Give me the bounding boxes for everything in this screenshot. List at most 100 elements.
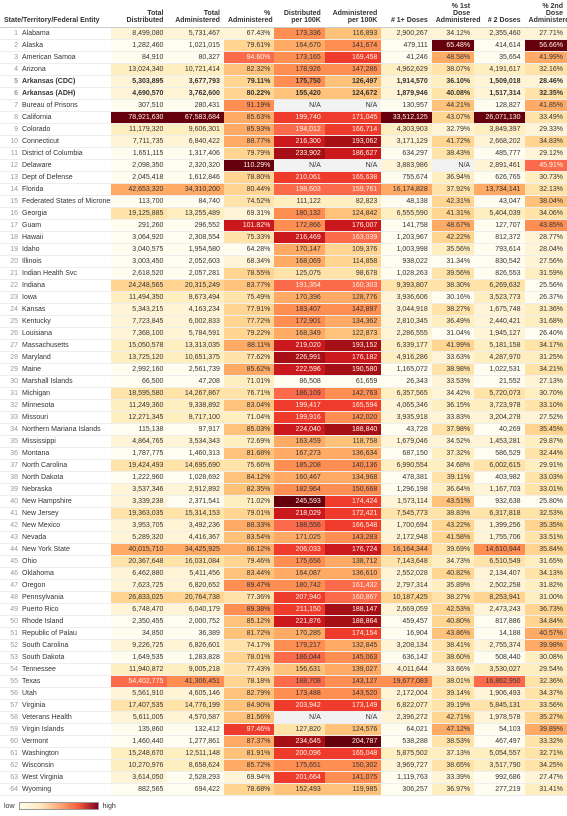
cell-d1: 4,303,903 (381, 124, 431, 136)
cell-pct_d1: 39.14% (432, 688, 474, 700)
cell-admin: 6,826,601 (167, 640, 223, 652)
legend-low-label: low (4, 803, 15, 810)
cell-d1: 6,990,554 (381, 460, 431, 472)
cell-admin: 36,389 (167, 628, 223, 640)
cell-d2: 1,675,748 (474, 304, 524, 316)
cell-dist: 5,289,320 (111, 532, 167, 544)
cell-admin: 4,163,234 (167, 304, 223, 316)
cell-d1: 6,357,565 (381, 388, 431, 400)
cell-pct_d1: 37.32% (432, 448, 474, 460)
cell-d2: 3,523,773 (474, 292, 524, 304)
cell-d2: 3,204,278 (474, 412, 524, 424)
cell-pct_admin: 77.43% (224, 664, 274, 676)
cell-dist_per: 222,596 (274, 364, 324, 376)
cell-dist_per: 173,336 (274, 28, 324, 40)
col-header-pct_d2[interactable]: % 2nd Dose Administered (525, 0, 567, 28)
cell-dist: 8,499,080 (111, 28, 167, 40)
row-entity: 32Minnesota (0, 400, 111, 412)
table-row: 4Arizona13,024,34010,721,41482.32%178,92… (0, 64, 567, 76)
cell-dist: 24,248,565 (111, 280, 167, 292)
cell-d1: 10,187,425 (381, 592, 431, 604)
cell-admin: 3,677,793 (167, 76, 223, 88)
cell-dist: 34,850 (111, 628, 167, 640)
cell-admin: 67,583,684 (167, 112, 223, 124)
cell-d1: 3,208,134 (381, 640, 431, 652)
cell-dist: 3,040,575 (111, 244, 167, 256)
cell-dist: 5,611,005 (111, 712, 167, 724)
row-entity: 20Illinois (0, 256, 111, 268)
col-header-pct_d1[interactable]: % 1st Dose Administered (432, 0, 474, 28)
table-row: 24Kansas5,343,2154,163,23477.91%183,4071… (0, 304, 567, 316)
col-header-admin_per[interactable]: Administered per 100K (325, 0, 381, 28)
table-row: 30Marshall Islands66,50047,20871.01%86,5… (0, 376, 567, 388)
col-header-admin[interactable]: Total Administered (167, 0, 223, 28)
cell-admin: 20,764,738 (167, 592, 223, 604)
legend-high-label: high (103, 803, 116, 810)
cell-pct_d1: 40.80% (432, 616, 474, 628)
row-entity: 23Iowa (0, 292, 111, 304)
cell-pct_d1: 36.10% (432, 76, 474, 88)
cell-d1: 636,142 (381, 652, 431, 664)
cell-admin_per: 147,286 (325, 64, 381, 76)
cell-d2: 2,355,460 (474, 28, 524, 40)
row-entity: 18Hawaii (0, 232, 111, 244)
cell-admin: 2,912,892 (167, 484, 223, 496)
cell-dist: 7,623,725 (111, 580, 167, 592)
row-entity: 39Nebraska (0, 484, 111, 496)
cell-pct_d1: 38.65% (432, 760, 474, 772)
table-row: 12Delaware2,098,3502,320,320110.29%N/AN/… (0, 160, 567, 172)
cell-d2: 2,440,421 (474, 316, 524, 328)
row-entity: 44New York State (0, 544, 111, 556)
cell-pct_admin: 69.31% (224, 208, 274, 220)
cell-dist_per: 111,122 (274, 196, 324, 208)
cell-pct_d1: 37.98% (432, 424, 474, 436)
cell-pct_d2: 26.37% (525, 292, 567, 304)
cell-pct_admin: 97.46% (224, 724, 274, 736)
cell-admin: 1,460,313 (167, 448, 223, 460)
cell-dist_per: 172,901 (274, 316, 324, 328)
cell-admin_per: 142,020 (325, 412, 381, 424)
cell-dist_per: 188,708 (274, 676, 324, 688)
cell-admin: 2,057,281 (167, 268, 223, 280)
col-header-dist[interactable]: Total Distributed (111, 0, 167, 28)
cell-pct_d2: 32.36% (525, 676, 567, 688)
col-header-d2[interactable]: # 2 Doses (474, 0, 524, 28)
cell-pct_admin: 77.72% (224, 316, 274, 328)
cell-d1: 3,969,727 (381, 760, 431, 772)
row-entity: 9Colorado (0, 124, 111, 136)
cell-pct_admin: 79.11% (224, 76, 274, 88)
cell-dist_per: 175,750 (274, 76, 324, 88)
cell-d1: 1,573,114 (381, 496, 431, 508)
cell-admin_per: 124,842 (325, 208, 381, 220)
row-entity: 24Kansas (0, 304, 111, 316)
table-row: 16Georgia19,125,88513,255,48969.31%180,1… (0, 208, 567, 220)
cell-admin_per: 119,985 (325, 784, 381, 796)
cell-pct_admin: 89.38% (224, 604, 274, 616)
cell-pct_d1: 40.08% (432, 88, 474, 100)
row-entity: 1Alabama (0, 28, 111, 40)
cell-admin: 2,308,554 (167, 232, 223, 244)
cell-admin_per: 150,302 (325, 760, 381, 772)
row-entity: 33Missouri (0, 412, 111, 424)
row-entity: 58Veterans Health (0, 712, 111, 724)
col-header-pct_admin[interactable]: % Administered (224, 0, 274, 28)
cell-admin: 15,314,153 (167, 508, 223, 520)
cell-d2: 6,269,632 (474, 280, 524, 292)
cell-admin: 8,658,624 (167, 760, 223, 772)
col-header-d1[interactable]: # 1+ Doses (381, 0, 431, 28)
col-header-dist_per[interactable]: Distributed per 100K (274, 0, 324, 28)
cell-dist_per: 155,420 (274, 88, 324, 100)
cell-d1: 16,174,828 (381, 184, 431, 196)
cell-pct_d2: 32.16% (525, 64, 567, 76)
cell-pct_d2: 29.12% (525, 148, 567, 160)
cell-pct_admin: 91.19% (224, 100, 274, 112)
col-header-entity[interactable]: State/Territory/Federal Entity (0, 0, 111, 28)
cell-pct_d2: 26.40% (525, 328, 567, 340)
cell-admin_per: 161,432 (325, 580, 381, 592)
table-row: 52South Carolina9,226,7256,826,60174.17%… (0, 640, 567, 652)
table-row: 13Dept of Defense2,045,4181,612,84678.80… (0, 172, 567, 184)
cell-d2: 8,253,941 (474, 592, 524, 604)
cell-dist_per: 198,603 (274, 184, 324, 196)
cell-d2: 14,188 (474, 628, 524, 640)
cell-dist_per: 170,396 (274, 292, 324, 304)
